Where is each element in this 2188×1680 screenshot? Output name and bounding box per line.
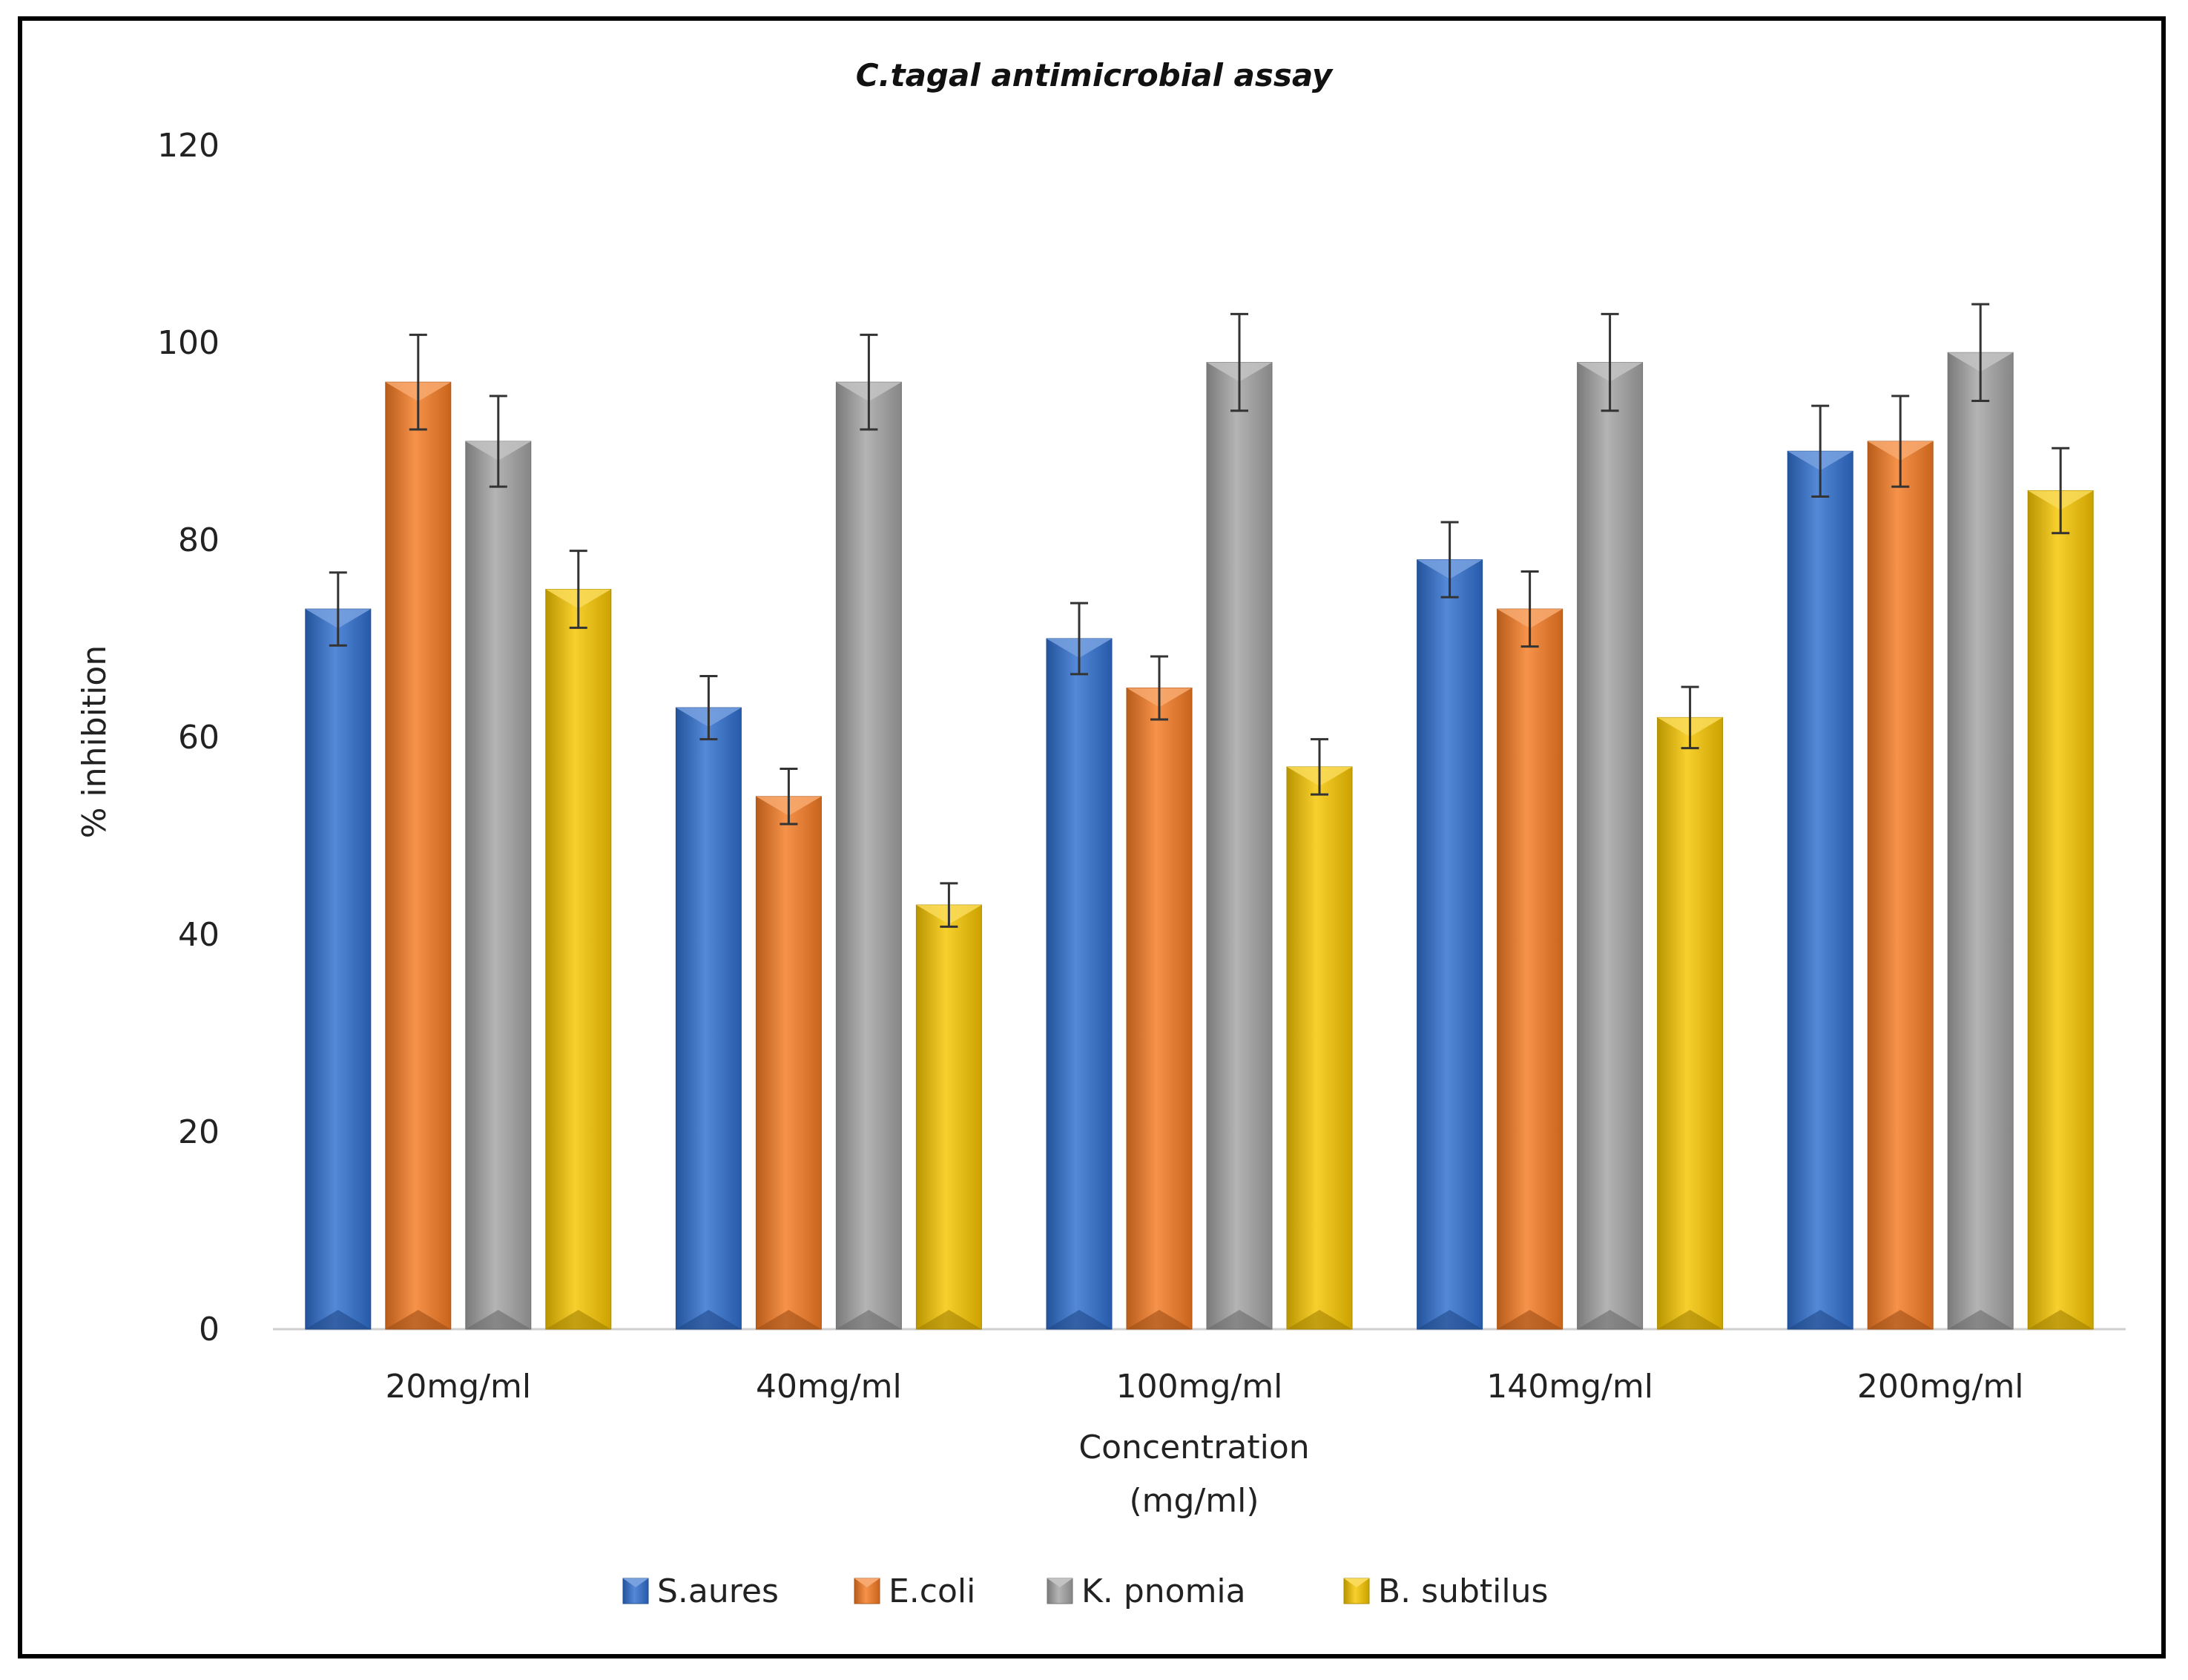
legend-item-b-subtilus: B. subtilus <box>1343 1572 1548 1610</box>
bar-b-subtilus-200mg-ml <box>2027 490 2094 1330</box>
error-bar-s-aures-40mg-ml <box>699 675 718 741</box>
bar-base-bevel-k-pnomia-200mg-ml <box>1948 1310 2014 1329</box>
error-bar-k-pnomia-40mg-ml <box>860 333 878 431</box>
y-tick-label: 20 <box>178 1113 220 1151</box>
bar-base-bevel-e-coli-40mg-ml <box>756 1310 822 1329</box>
legend-swatch-bevel <box>1047 1578 1072 1587</box>
bar-base-bevel-e-coli-200mg-ml <box>1868 1310 1934 1329</box>
legend-item-k-pnomia: K. pnomia <box>1047 1572 1246 1610</box>
error-bar-s-aures-100mg-ml <box>1070 602 1088 676</box>
legend: S.aures E.coli K. pnomia B. subtilus <box>622 1572 1548 1610</box>
x-tick-label: 140mg/ml <box>1486 1368 1653 1406</box>
bar-base-bevel-k-pnomia-40mg-ml <box>836 1310 902 1329</box>
bar-k-pnomia-140mg-ml <box>1577 362 1644 1330</box>
bar-base-bevel-b-subtilus-140mg-ml <box>1657 1310 1723 1329</box>
bar-b-subtilus-140mg-ml <box>1657 717 1724 1330</box>
bar-base-bevel-s-aures-20mg-ml <box>305 1310 371 1329</box>
legend-item-s-aures: S.aures <box>622 1572 779 1610</box>
error-bar-b-subtilus-100mg-ml <box>1311 738 1328 796</box>
bar-base-bevel-b-subtilus-200mg-ml <box>2028 1310 2094 1329</box>
bar-base-bevel-s-aures-140mg-ml <box>1417 1310 1483 1329</box>
error-bar-k-pnomia-140mg-ml <box>1601 312 1619 412</box>
bar-s-aures-140mg-ml <box>1417 559 1483 1330</box>
bar-base-bevel-e-coli-100mg-ml <box>1127 1310 1192 1329</box>
x-tick-label: 200mg/ml <box>1857 1368 2024 1406</box>
error-bar-e-coli-100mg-ml <box>1150 655 1168 721</box>
bar-base-bevel-e-coli-140mg-ml <box>1497 1310 1563 1329</box>
bar-e-coli-20mg-ml <box>385 381 452 1330</box>
error-bar-k-pnomia-100mg-ml <box>1230 312 1248 412</box>
error-bar-b-subtilus-40mg-ml <box>940 882 958 928</box>
legend-swatch-bevel <box>623 1578 648 1587</box>
error-bar-k-pnomia-20mg-ml <box>489 395 507 488</box>
y-tick-label: 80 <box>178 521 220 559</box>
bar-base-bevel-e-coli-20mg-ml <box>385 1310 451 1329</box>
bar-e-coli-100mg-ml <box>1126 688 1193 1330</box>
bar-k-pnomia-200mg-ml <box>1947 352 2014 1330</box>
bar-e-coli-200mg-ml <box>1867 441 1934 1330</box>
error-bar-k-pnomia-200mg-ml <box>1971 303 1990 402</box>
error-bar-e-coli-40mg-ml <box>780 768 798 826</box>
bar-s-aures-20mg-ml <box>305 608 372 1330</box>
bar-base-bevel-k-pnomia-100mg-ml <box>1207 1310 1272 1329</box>
legend-label: E.coli <box>889 1572 975 1610</box>
y-tick-label: 120 <box>157 127 220 165</box>
x-axis-title-line-2: (mg/ml) <box>1129 1482 1259 1520</box>
bars-group <box>305 352 2094 1330</box>
bar-base-bevel-b-subtilus-40mg-ml <box>916 1310 982 1329</box>
error-bar-e-coli-20mg-ml <box>409 333 427 431</box>
bar-base-bevel-s-aures-100mg-ml <box>1047 1310 1112 1329</box>
bar-base-bevel-s-aures-40mg-ml <box>676 1310 742 1329</box>
bar-s-aures-100mg-ml <box>1046 638 1113 1330</box>
bar-base-bevel-b-subtilus-20mg-ml <box>545 1310 611 1329</box>
bar-e-coli-40mg-ml <box>755 796 822 1330</box>
legend-swatch-bevel <box>1344 1578 1369 1587</box>
y-tick-label: 60 <box>178 719 220 757</box>
legend-label: K. pnomia <box>1081 1572 1246 1610</box>
error-bar-s-aures-200mg-ml <box>1811 404 1830 498</box>
bar-k-pnomia-40mg-ml <box>835 381 902 1330</box>
bar-b-subtilus-20mg-ml <box>545 589 612 1330</box>
y-tick-label: 40 <box>178 916 220 954</box>
error-bar-s-aures-20mg-ml <box>329 571 347 647</box>
bar-s-aures-40mg-ml <box>675 707 742 1330</box>
bar-s-aures-200mg-ml <box>1787 450 1853 1330</box>
error-bar-b-subtilus-140mg-ml <box>1681 685 1699 750</box>
bar-e-coli-140mg-ml <box>1497 608 1563 1330</box>
legend-label: S.aures <box>657 1572 779 1610</box>
bar-k-pnomia-100mg-ml <box>1206 362 1273 1330</box>
x-tick-label: 100mg/ml <box>1116 1368 1283 1406</box>
legend-swatch-bevel <box>854 1578 880 1587</box>
x-axis-title-line-1: Concentration <box>1078 1429 1309 1466</box>
error-bar-s-aures-140mg-ml <box>1440 521 1459 599</box>
error-bar-b-subtilus-20mg-ml <box>569 550 587 629</box>
x-tick-label: 40mg/ml <box>756 1368 902 1406</box>
legend-item-e-coli: E.coli <box>854 1572 975 1610</box>
x-tick-label: 20mg/ml <box>385 1368 531 1406</box>
bar-base-bevel-k-pnomia-20mg-ml <box>465 1310 531 1329</box>
y-tick-label: 100 <box>157 324 220 362</box>
legend-label: B. subtilus <box>1378 1572 1548 1610</box>
bar-base-bevel-b-subtilus-100mg-ml <box>1287 1310 1352 1329</box>
bar-b-subtilus-100mg-ml <box>1286 766 1353 1330</box>
bar-b-subtilus-40mg-ml <box>915 904 982 1330</box>
x-axis-ticks: 20mg/ml 40mg/ml 100mg/ml 140mg/ml 200mg/ml <box>385 1368 2023 1406</box>
error-bar-b-subtilus-200mg-ml <box>2052 447 2070 535</box>
chart-title: C.tagal antimicrobial assay <box>856 57 1334 93</box>
bar-k-pnomia-20mg-ml <box>465 441 532 1330</box>
bar-base-bevel-s-aures-200mg-ml <box>1787 1310 1853 1329</box>
error-bar-e-coli-200mg-ml <box>1891 395 1910 488</box>
error-bars-group <box>329 303 2070 928</box>
y-axis-ticks: 0 20 40 60 80 100 120 <box>157 127 220 1348</box>
error-bar-e-coli-140mg-ml <box>1520 570 1539 648</box>
y-tick-label: 0 <box>199 1311 220 1348</box>
bar-base-bevel-k-pnomia-140mg-ml <box>1577 1310 1643 1329</box>
y-axis-title: % inhibition <box>76 645 113 838</box>
